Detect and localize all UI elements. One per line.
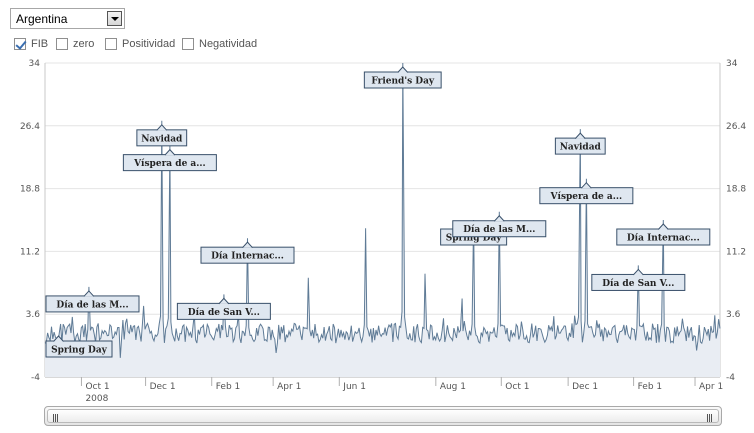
country-dropdown-value: Argentina	[16, 12, 68, 26]
annotation-flag: Día de las M...	[45, 290, 140, 313]
toggle-negatividad-label: Negatividad	[199, 38, 258, 50]
timeline-scrollbar[interactable]	[44, 406, 722, 426]
annotation-label: Día de San V...	[602, 278, 674, 289]
y-tick-label-left: 26.4	[20, 122, 40, 132]
annotation-box	[45, 340, 113, 358]
x-tick-label: Jun 1	[342, 382, 366, 392]
x-tick-label: Dec 1	[572, 382, 598, 392]
checkbox-zero[interactable]	[56, 38, 68, 50]
x-tick-sublabel: 2008	[85, 394, 108, 404]
annotation-pointer	[580, 181, 592, 189]
series-line	[44, 62, 721, 358]
country-dropdown[interactable]: Argentina	[10, 8, 125, 29]
annotation-label: Friend's Day	[371, 77, 435, 87]
annotation-flag: Víspera de a...	[539, 181, 634, 205]
annotation-label: Víspera de a...	[133, 158, 206, 169]
annotation-label: Día de San V...	[188, 307, 260, 318]
toggle-positividad-label: Positividad	[122, 38, 176, 50]
x-tick-label: Feb 1	[216, 382, 241, 392]
series-area	[45, 63, 720, 377]
annotation-label: Día de las M...	[56, 299, 128, 310]
sentiment-chart[interactable]: -4 -4 3.6 3.6 11.2 11.2 18.8 18.8 26.4 26.4 34 34 Oc…	[0, 0, 754, 405]
x-tick-label: Dec 1	[150, 382, 176, 392]
checkbox-positividad[interactable]	[105, 38, 117, 50]
y-tick-label-right: 3.6	[726, 310, 741, 320]
annotation-flag: Día Internac...	[200, 241, 295, 264]
y-tick-label-left: 18.8	[20, 185, 40, 195]
annotation-flag: Día de San V...	[176, 297, 271, 320]
annotation-label: Spring Day	[51, 346, 108, 356]
x-tick-label: Oct 1	[85, 382, 109, 392]
annotation-pointer	[493, 214, 505, 222]
annotation-flag: Víspera de a...	[122, 148, 217, 172]
annotation-pointer	[83, 290, 95, 297]
annotation-label: Spring Day	[446, 234, 503, 244]
annotation-pointer	[218, 297, 230, 305]
y-tick-label-right: 18.8	[726, 185, 746, 195]
annotation-flag: Día Internac...	[616, 223, 711, 246]
annotation-pointer	[242, 241, 253, 249]
annotation-pointer	[53, 335, 64, 342]
x-tick-label: Feb 1	[638, 382, 663, 392]
annotation-label: Navidad	[141, 134, 183, 144]
annotation-flag: Spring Day	[45, 335, 113, 358]
annotation-pointer	[632, 268, 644, 276]
annotation-label: Víspera de a...	[550, 191, 623, 202]
annotation-flag: Navidad	[136, 124, 188, 147]
annotation-pointer	[657, 223, 669, 230]
x-tick-label: Apr 1	[277, 382, 301, 392]
annotation-flag: Día de San V...	[591, 268, 686, 291]
y-tick-label-left: -4	[31, 373, 40, 383]
y-tick-label-right: 11.2	[726, 247, 746, 257]
annotation-label: Día Internac...	[627, 233, 700, 244]
x-tick-label: Apr 1	[699, 382, 723, 392]
toggle-zero-label: zero	[73, 38, 95, 50]
annotation-pointer	[164, 148, 176, 156]
annotation-label: Día de las M...	[463, 224, 535, 235]
annotation-pointer	[156, 124, 168, 131]
y-tick-label-right: -4	[726, 373, 735, 383]
x-tick-label: Oct 1	[505, 382, 529, 392]
x-tick-label: Aug 1	[440, 382, 466, 392]
annotation-label: Navidad	[560, 143, 602, 153]
left-grip-icon[interactable]	[53, 414, 59, 422]
toggle-fib-label: FIB	[31, 38, 49, 50]
checkbox-fib[interactable]	[14, 38, 26, 50]
y-tick-label-left: 3.6	[26, 310, 41, 320]
annotation-pointer	[574, 132, 586, 139]
y-tick-label-left: 34	[29, 59, 41, 69]
annotation-label: Día Internac...	[211, 251, 284, 262]
annotation-pointer	[397, 66, 409, 73]
scrollbar-thumb[interactable]	[47, 409, 719, 423]
right-grip-icon[interactable]	[707, 414, 713, 422]
checkbox-negatividad[interactable]	[182, 38, 194, 50]
annotation-flag: Día de las M...	[452, 214, 547, 238]
annotation-flag: Friend's Day	[363, 66, 442, 89]
y-tick-label-right: 26.4	[726, 122, 746, 132]
annotation-flag: Navidad	[554, 132, 606, 155]
y-tick-label-right: 34	[726, 59, 738, 69]
chevron-down-icon[interactable]	[107, 11, 122, 26]
y-tick-label-left: 11.2	[20, 247, 40, 257]
